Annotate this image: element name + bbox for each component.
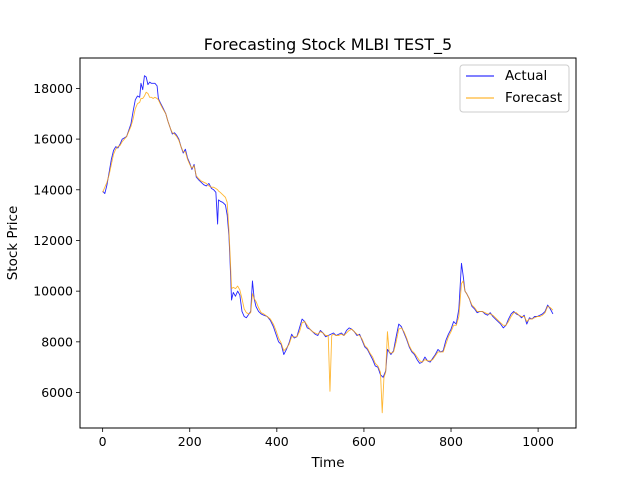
series-line-forecast	[102, 91, 554, 414]
series-layer	[102, 75, 554, 414]
y-tick-label: 6000	[41, 385, 73, 400]
y-axis-label: Stock Price	[5, 206, 21, 281]
legend: Actual Forecast	[459, 64, 570, 113]
y-tick-label: 10000	[33, 284, 73, 299]
x-tick-label: 800	[439, 434, 463, 449]
x-axis-label: Time	[310, 455, 344, 471]
x-tick-label: 1000	[522, 434, 554, 449]
y-tick-label: 16000	[33, 132, 73, 147]
x-tick-label: 400	[265, 434, 289, 449]
y-tick-label: 12000	[33, 233, 73, 248]
legend-label-forecast: Forecast	[505, 90, 562, 106]
plot-area	[79, 57, 577, 429]
x-tick-label: 600	[352, 434, 376, 449]
x-tick-label: 200	[178, 434, 202, 449]
axes-frame	[79, 57, 577, 429]
legend-label-actual: Actual	[505, 68, 547, 84]
x-axis-ticks: 0 200 400 600 800 1000	[99, 428, 554, 449]
y-tick-label: 14000	[33, 182, 73, 197]
y-tick-label: 18000	[33, 81, 73, 96]
chart-title: Forecasting Stock MLBI TEST_5	[204, 35, 452, 55]
legend-box	[459, 64, 570, 113]
y-tick-label: 8000	[41, 334, 73, 349]
y-axis-ticks: 6000 8000 10000 12000 14000 16000 18000	[33, 81, 80, 400]
x-tick-label: 0	[99, 434, 107, 449]
